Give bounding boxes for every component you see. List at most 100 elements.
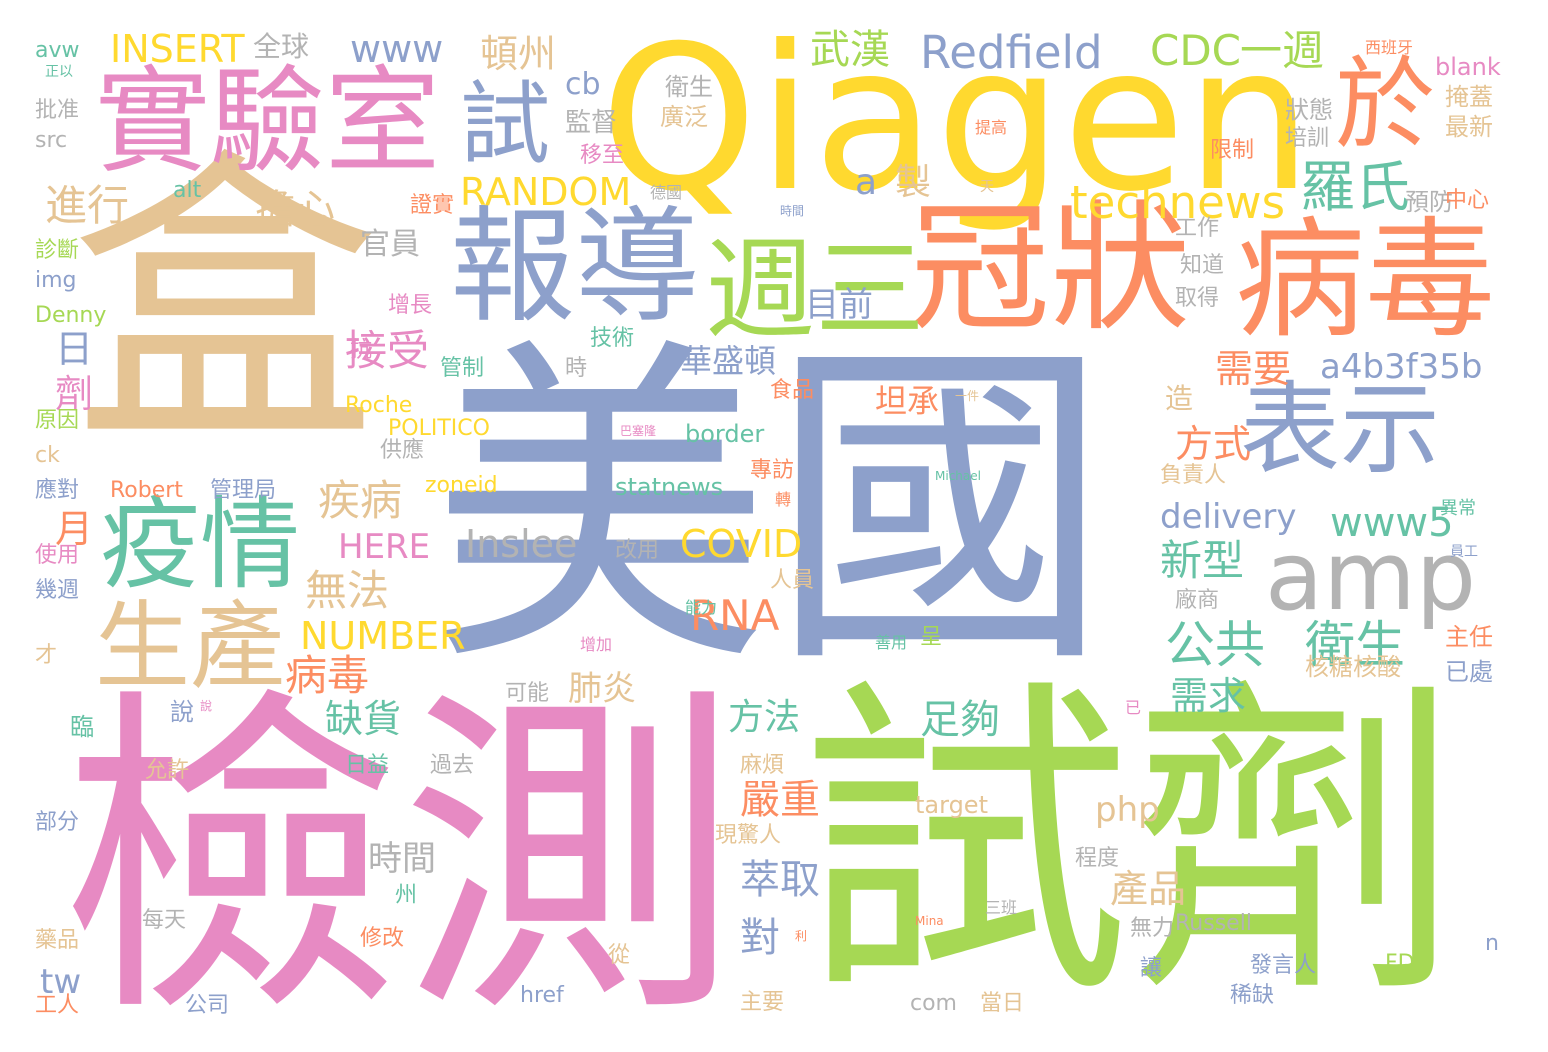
word-cloud-word: 麻煩 (740, 753, 785, 778)
word-cloud-word: 坦承 (875, 382, 940, 420)
word-cloud-word: 需要 (1215, 347, 1292, 391)
word-cloud-word: 員工 (1450, 544, 1478, 560)
word-cloud-word: 時間 (780, 204, 805, 218)
word-cloud-word: 供應 (380, 438, 425, 463)
word-cloud-word: php (1095, 790, 1160, 830)
word-cloud-word: 衛生 (665, 73, 713, 101)
word-cloud-word: 核糖核酸 (1305, 653, 1401, 681)
word-cloud-word: 呈 (920, 625, 943, 650)
word-cloud-word: 原因 (35, 408, 80, 433)
word-cloud-word: 增加 (580, 635, 613, 654)
word-cloud-word: Robert (110, 478, 183, 503)
word-cloud-word: 管制 (440, 356, 485, 381)
word-cloud-word: 全球 (253, 30, 310, 63)
word-cloud-word: www (350, 27, 444, 71)
word-cloud-word: RANDOM (460, 170, 632, 214)
word-cloud-word: 預防 (1405, 188, 1453, 216)
word-cloud-word: 增長 (388, 293, 433, 318)
word-cloud-word: 美國 (430, 312, 1110, 708)
word-cloud-word: 州 (395, 883, 418, 908)
word-cloud-word: 造 (1165, 382, 1194, 415)
word-cloud-word: 無法 (305, 566, 390, 615)
word-cloud-word: ck (35, 443, 60, 468)
word-cloud-word: 廠商 (1175, 588, 1220, 613)
word-cloud-word: 盒 (70, 124, 380, 485)
word-cloud-word: 官員 (360, 227, 420, 262)
word-cloud-word: 幾週 (35, 578, 80, 603)
word-cloud-word: 週三 (705, 226, 925, 354)
word-cloud-word: 方式 (1175, 422, 1252, 466)
word-cloud-word: 提高 (975, 118, 1008, 137)
word-cloud-word: 日益 (345, 753, 390, 778)
word-cloud-word: avw (35, 38, 80, 63)
word-cloud-word: 缺貨 (325, 697, 402, 741)
word-cloud-word: border (685, 420, 765, 448)
word-cloud-word: 製 (895, 162, 932, 203)
word-cloud-word: img (35, 268, 77, 293)
word-cloud-word: 一週 (1240, 26, 1325, 75)
word-cloud-word: 時 (565, 356, 588, 381)
word-cloud-word: NUMBER (300, 614, 466, 658)
word-cloud-word: 德國 (650, 183, 683, 202)
word-cloud-word: 羅氏 (1300, 155, 1411, 219)
word-cloud-word: 監督 (565, 108, 618, 138)
word-cloud-word: 需求 (1170, 674, 1247, 718)
word-cloud-word: 部分 (35, 810, 80, 835)
word-cloud-word: 武漢 (810, 27, 890, 73)
word-cloud-word: target (915, 791, 988, 819)
word-cloud-word: CDC (1150, 26, 1241, 75)
word-cloud-word: 過去 (430, 753, 475, 778)
word-cloud-word: statnews (615, 473, 724, 501)
word-cloud-word: 接受 (345, 326, 430, 375)
word-cloud-word: 專訪 (750, 458, 795, 483)
word-cloud-word: 工作 (1175, 216, 1220, 241)
word-cloud-word: 使用 (35, 543, 80, 568)
word-cloud-word: Roche (345, 393, 413, 418)
word-cloud-word: 允許 (145, 758, 190, 783)
word-cloud-word: 足夠 (920, 697, 1000, 743)
word-cloud-word: 西班牙 (1365, 38, 1414, 57)
word-cloud-word: Mina (915, 914, 944, 928)
word-cloud-word: n (1485, 931, 1499, 956)
word-cloud-word: 時間 (368, 839, 436, 879)
word-cloud-word: 於 (1335, 46, 1435, 163)
word-cloud-word: 最新 (1445, 113, 1493, 141)
word-cloud-word: 人員 (770, 568, 815, 593)
word-cloud-word: zoneid (425, 473, 498, 498)
word-cloud-word: www5 (1330, 500, 1454, 546)
word-cloud-word: 取得 (1175, 286, 1220, 311)
word-cloud-word: 抗 (350, 338, 373, 363)
word-cloud-word: 衛生 (1305, 616, 1405, 674)
word-cloud-word: 報導 (450, 195, 700, 340)
word-cloud-word: 已 (1125, 698, 1142, 717)
word-cloud-word: 華盛頓 (680, 342, 777, 380)
word-cloud-word: tw (40, 962, 82, 1002)
word-cloud-word: 培訓 (1285, 126, 1330, 151)
word-cloud-word: 廣泛 (660, 103, 708, 131)
word-cloud-word: delivery (1160, 497, 1297, 537)
word-cloud-word: RNA (690, 591, 780, 640)
word-cloud-word: 工人 (35, 993, 80, 1018)
word-cloud-word: 說 (170, 698, 194, 726)
word-cloud-word: 掩蓋 (1445, 83, 1493, 111)
word-cloud-word: FDA (1385, 951, 1430, 976)
word-cloud-word: Russell (1175, 911, 1252, 936)
word-cloud-word: 萃取 (740, 857, 820, 903)
word-cloud-word: 應對 (35, 478, 80, 503)
word-cloud-word: 新型 (1160, 536, 1245, 585)
word-cloud-word: Inslee (465, 522, 578, 566)
word-cloud-word: 診斷 (35, 238, 80, 263)
word-cloud-word: 現驚人 (715, 823, 782, 848)
word-cloud-word: 疾病 (318, 476, 403, 525)
word-cloud-word: cb (565, 67, 601, 102)
word-cloud-word: 改用 (615, 538, 660, 563)
word-cloud-word: 從 (608, 943, 631, 968)
word-cloud-word: COVID (680, 522, 803, 566)
word-cloud-word: 試 (460, 72, 550, 177)
word-cloud-word: 冠狀 (910, 188, 1191, 351)
word-cloud-word: href (520, 983, 564, 1008)
word-cloud-word: 管理局 (210, 478, 277, 503)
word-cloud-word: 巴塞隆 (620, 424, 657, 438)
word-cloud-word: 日 (55, 327, 94, 371)
